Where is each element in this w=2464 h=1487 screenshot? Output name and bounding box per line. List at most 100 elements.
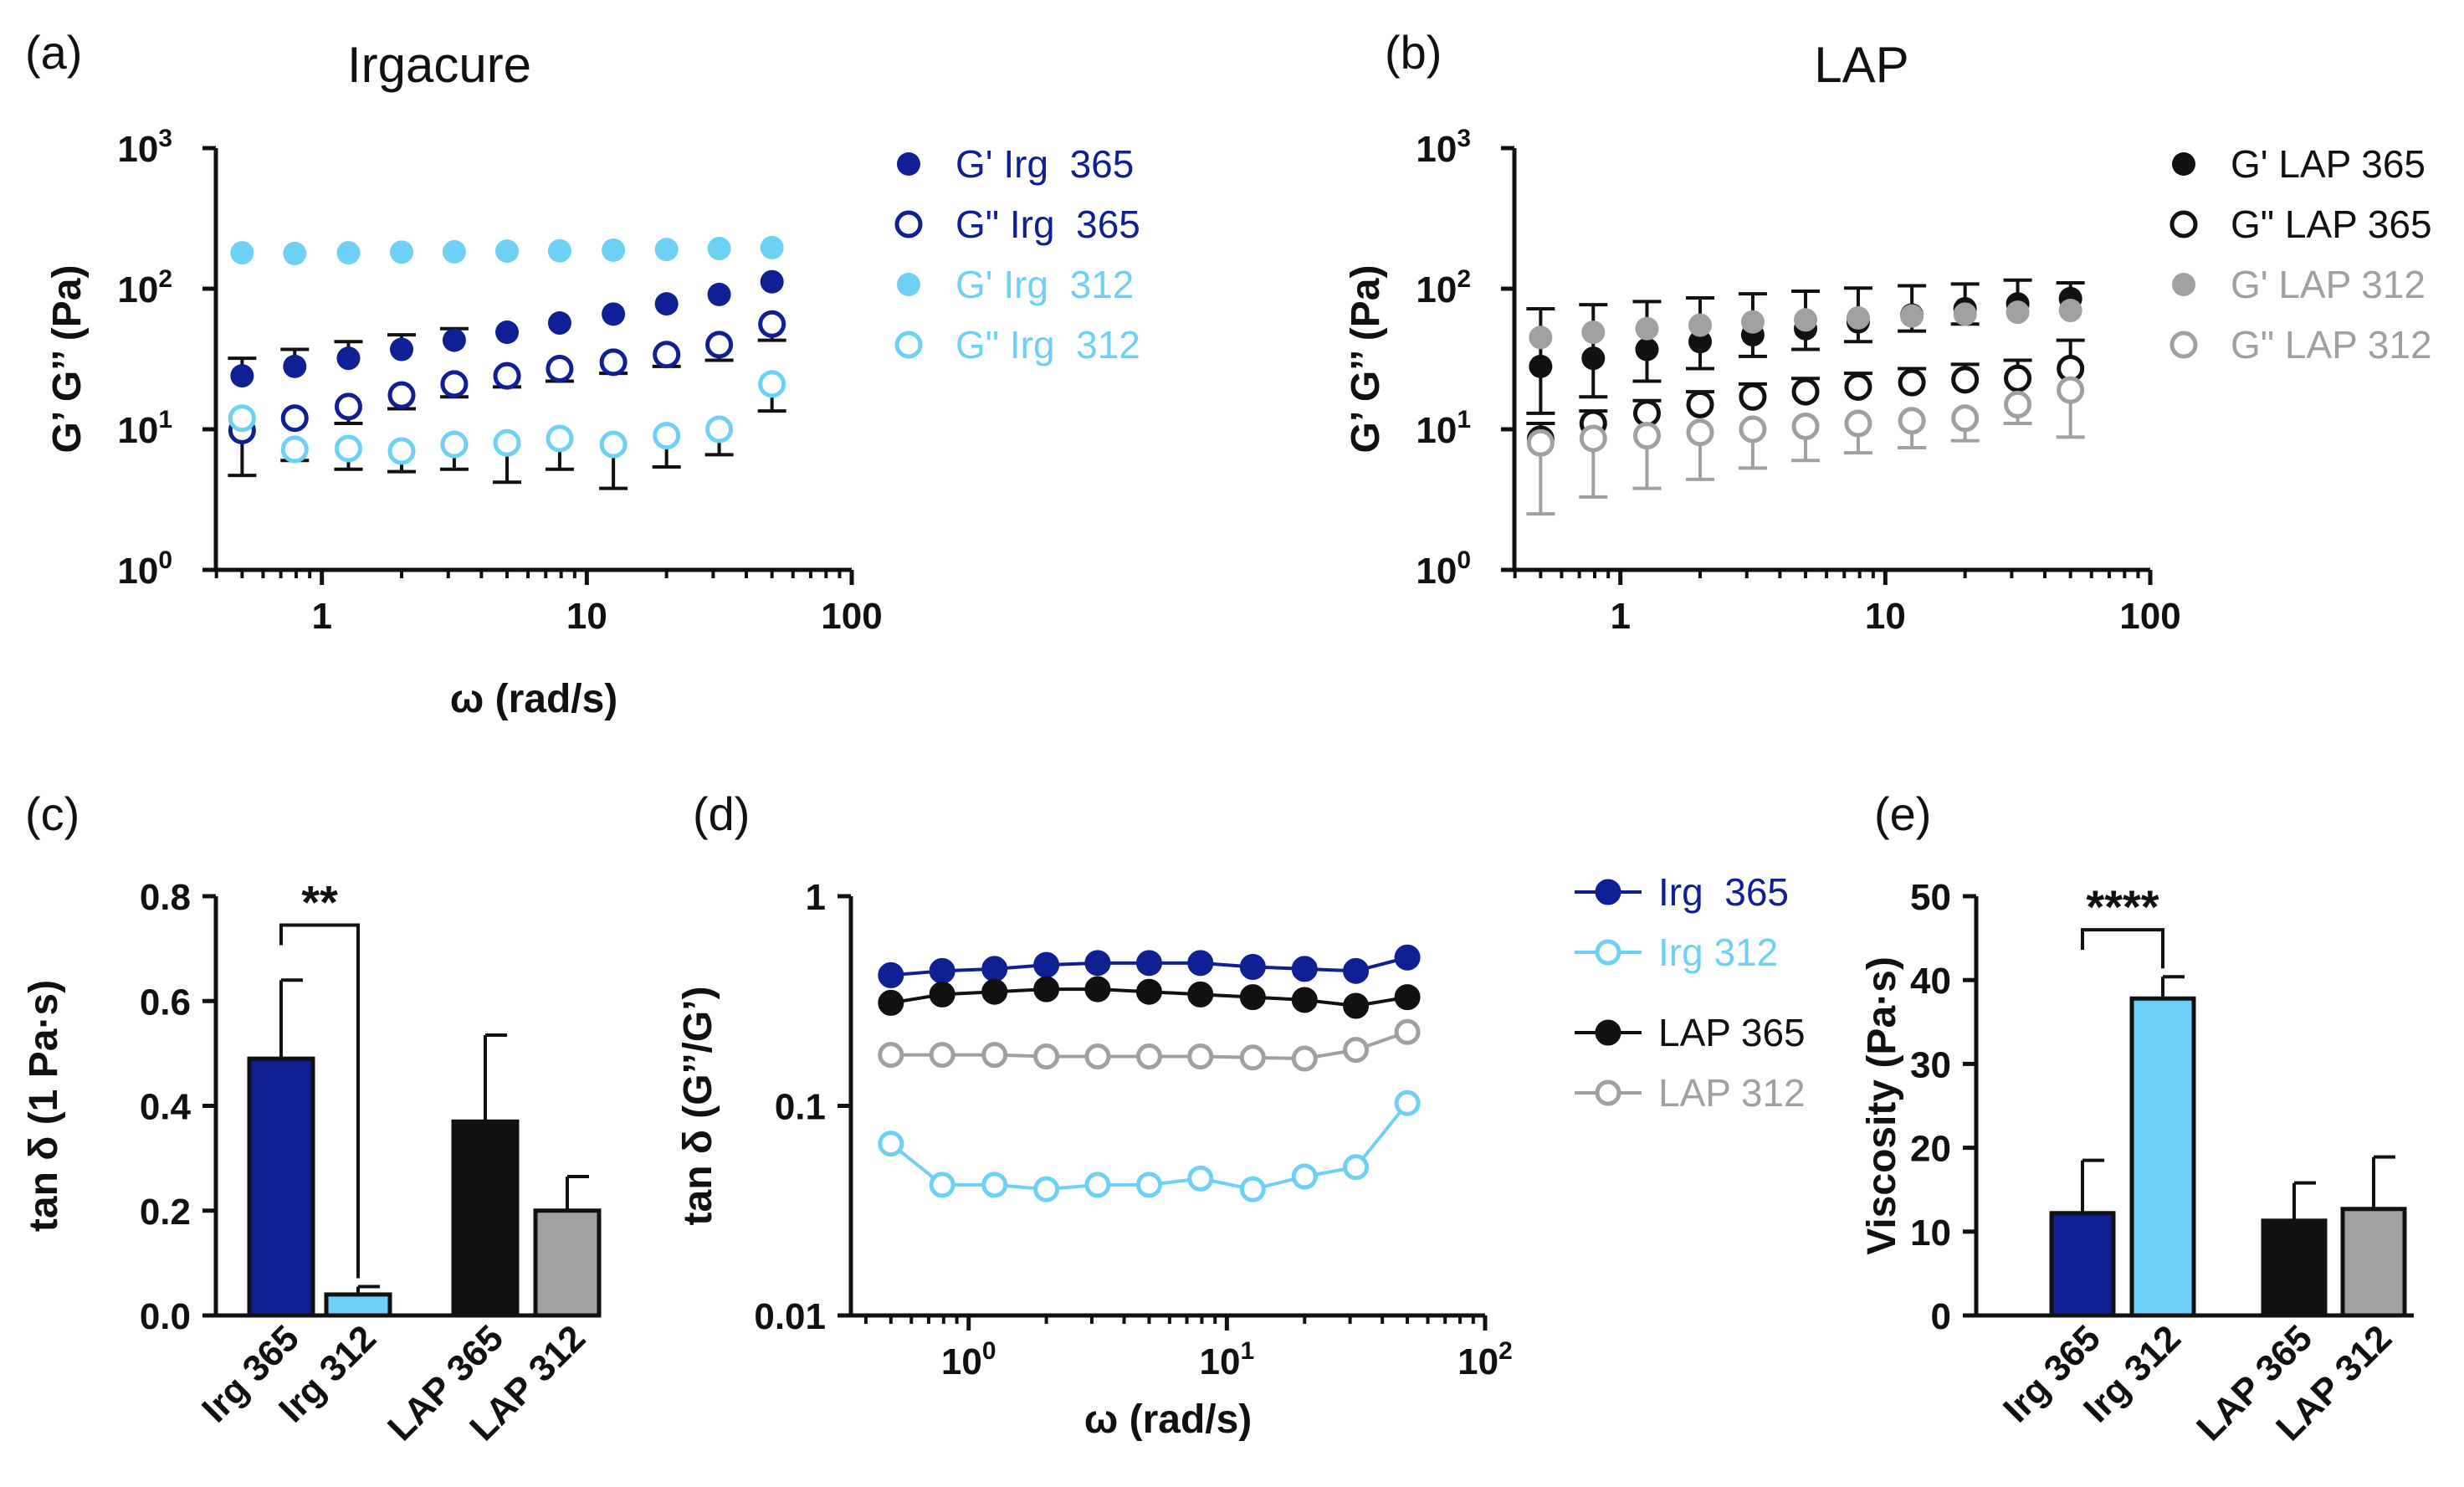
data-point-3 [602, 238, 626, 262]
data-point-2 [705, 331, 734, 359]
panel-label: (e) [1874, 787, 1931, 840]
data-point-1 [1291, 956, 1318, 982]
data-point-4 [1187, 1043, 1214, 1070]
data-point-1 [547, 311, 571, 336]
legend-label: G' Irg 312 [955, 263, 1134, 306]
data-point-4 [1791, 412, 1820, 440]
data-point-1 [707, 282, 731, 306]
data-point-4 [440, 430, 469, 459]
legend-marker [2172, 273, 2195, 296]
data-point-4 [878, 1042, 904, 1069]
data-point-2 [1394, 1090, 1421, 1116]
y-tick-label: 0.2 [140, 1192, 191, 1233]
data-point-1 [1581, 346, 1606, 371]
data-point-4 [1394, 1018, 1421, 1045]
y-axis-label: tan δ (1 Pa·s) [22, 980, 66, 1232]
legend-marker [897, 152, 920, 176]
data-point-3 [981, 978, 1008, 1005]
data-point-3 [390, 240, 414, 264]
y-tick-label: 101 [1416, 406, 1471, 451]
data-point-1 [1688, 330, 1713, 354]
y-tick-label: 100 [117, 546, 172, 592]
bar-3 [2261, 1218, 2328, 1318]
significance-stars: ** [301, 875, 338, 928]
data-point-2 [1739, 382, 1767, 411]
data-point-1 [1187, 950, 1214, 977]
data-point-4 [1526, 428, 1555, 457]
x-tick-label: 10 [1865, 596, 1906, 637]
data-point-2 [929, 1172, 955, 1198]
data-point-2 [1632, 399, 1661, 428]
data-point-2 [1791, 377, 1820, 406]
x-tick-label: 100 [2119, 596, 2180, 637]
data-point-2 [1033, 1176, 1060, 1202]
legend-marker [894, 331, 923, 359]
data-point-1 [230, 364, 254, 388]
data-point-3 [929, 981, 955, 1008]
data-point-2 [1951, 366, 1980, 394]
data-point-4 [1686, 418, 1714, 447]
data-point-2 [1343, 1154, 1370, 1181]
y-tick-label: 0.0 [140, 1296, 191, 1337]
y-tick-label: 0.8 [140, 877, 191, 918]
significance-bracket [279, 923, 360, 1279]
data-point-2 [1239, 1176, 1266, 1202]
legend-marker [1595, 1019, 1621, 1046]
legend-label: G" Irg 312 [955, 323, 1140, 367]
data-point-3 [1343, 992, 1370, 1019]
data-point-3 [1740, 310, 1765, 334]
y-tick-label: 101 [117, 406, 172, 451]
legend-label: G' LAP 312 [2231, 263, 2426, 306]
data-point-1 [1084, 950, 1111, 977]
bar-2 [2129, 996, 2196, 1318]
data-point-1 [981, 956, 1008, 982]
data-point-3 [1084, 976, 1111, 1002]
x-tick-label: 100 [941, 1337, 996, 1382]
y-tick-label: 40 [1910, 961, 1951, 1002]
data-point-2 [599, 348, 628, 377]
data-point-2 [981, 1172, 1008, 1198]
chart-title: LAP [1814, 37, 1908, 93]
data-point-4 [280, 435, 309, 464]
y-axis-label: G’ G’’ (Pa) [1344, 265, 1388, 454]
data-point-2 [1898, 368, 1926, 397]
x-tick-label: 1 [311, 596, 331, 637]
legend-marker [897, 273, 920, 296]
data-point-4 [653, 422, 681, 450]
legend-label: LAP 365 [1658, 1011, 1806, 1054]
legend-marker [2169, 210, 2198, 238]
y-tick-label: 103 [117, 125, 172, 170]
data-point-3 [230, 241, 254, 265]
data-point-4 [1135, 1043, 1162, 1070]
legend-marker [2169, 331, 2198, 359]
data-point-3 [442, 239, 466, 264]
data-point-3 [1394, 984, 1421, 1011]
y-axis-label: Viscosity (Pa·s) [1860, 956, 1904, 1255]
legend-marker [1595, 1079, 1621, 1106]
panel-label: (c) [25, 787, 79, 840]
data-point-1 [442, 328, 466, 352]
y-tick-label: 0.4 [140, 1087, 192, 1128]
y-tick-label: 100 [1416, 546, 1471, 592]
data-point-1 [760, 269, 784, 294]
bar-3 [451, 1119, 520, 1318]
x-tick-label: 10 [566, 596, 607, 637]
data-point-3 [878, 989, 904, 1016]
data-point-1 [495, 320, 520, 345]
data-point-3 [1033, 976, 1060, 1002]
data-point-4 [1898, 407, 1926, 435]
data-point-3 [1900, 304, 1924, 328]
legend-marker [1595, 939, 1621, 966]
data-point-2 [653, 341, 681, 369]
data-point-4 [758, 370, 786, 398]
y-tick-label: 0.1 [775, 1087, 826, 1128]
data-point-3 [760, 235, 784, 259]
data-point-2 [878, 1131, 904, 1157]
bar-1 [2049, 1211, 2116, 1318]
data-point-1 [283, 354, 307, 378]
y-tick-label: 0 [1931, 1296, 1951, 1337]
data-point-4 [1033, 1043, 1060, 1070]
y-tick-label: 0.6 [140, 982, 191, 1023]
y-tick-label: 20 [1910, 1129, 1951, 1170]
